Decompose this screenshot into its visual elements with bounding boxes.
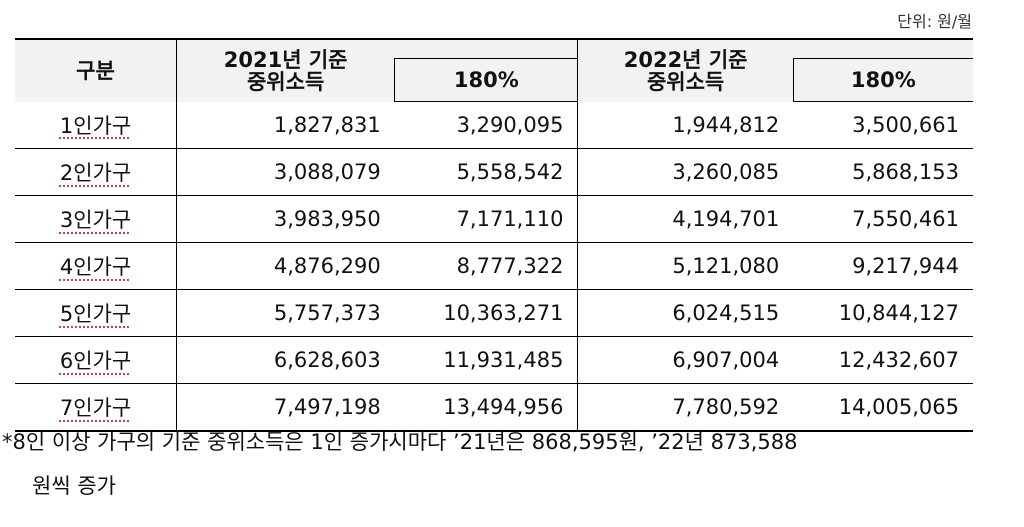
footnote: *8인 이상 가구의 기준 중위소득은 1인 증가시마다 ’21년은 868,5… xyxy=(2,420,797,508)
category-text: 5인가구 xyxy=(59,302,132,326)
footnote-line: 원씩 증가 xyxy=(32,474,116,498)
table-row: 1인가구 1,827,831 3,290,095 1,944,812 3,500,661 xyxy=(15,101,973,149)
value-cell: 1,944,812 xyxy=(577,101,794,149)
value-cell: 3,290,095 xyxy=(394,101,578,149)
value-cell: 3,088,079 xyxy=(175,148,395,196)
header-cell: 2021년 기준 중위소득 xyxy=(175,38,395,102)
value-cell: 4,194,701 xyxy=(577,195,794,243)
category-text: 6인가구 xyxy=(59,349,132,373)
value-cell: 7,497,198 xyxy=(175,383,395,432)
header-cell: 180% xyxy=(394,58,578,102)
table-row: 6인가구 6,628,603 11,931,485 6,907,004 12,432,6… xyxy=(15,336,973,384)
category-text: 7인가구 xyxy=(59,396,132,420)
value-cell: 5,868,153 xyxy=(793,148,973,196)
category-cell: 2인가구 xyxy=(15,148,177,196)
category-text: 4인가구 xyxy=(59,255,132,279)
table-row: 7인가구 7,497,198 13,494,956 7,780,592 14,005,0… xyxy=(15,383,973,432)
category-text: 1인가구 xyxy=(59,113,132,138)
table-row: 3인가구 3,983,950 7,171,110 4,194,701 7,550,461 xyxy=(15,195,973,243)
category-cell: 5인가구 xyxy=(15,289,177,337)
header-cell: 180% xyxy=(792,58,973,102)
unit-label: 단위: 원/월 xyxy=(897,12,972,31)
header-blank xyxy=(394,38,578,59)
footnote-line: *8인 이상 가구의 기준 중위소득은 1인 증가시마다 ’21년은 868,5… xyxy=(2,430,798,454)
table-row: 5인가구 5,757,373 10,363,271 6,024,515 10,844,1… xyxy=(15,289,973,337)
table-row: 2인가구 3,088,079 5,558,542 3,260,085 5,868,153 xyxy=(15,148,973,196)
category-text: 2인가구 xyxy=(59,161,132,185)
value-cell: 3,260,085 xyxy=(577,148,794,196)
value-cell: 3,500,661 xyxy=(793,101,973,149)
value-cell: 9,217,944 xyxy=(793,242,973,290)
category-cell: 3인가구 xyxy=(15,195,177,243)
table-row: 4인가구 4,876,290 8,777,322 5,121,080 9,217,944 xyxy=(15,242,973,290)
header-cell: 구분 xyxy=(15,38,177,102)
category-cell: 1인가구 xyxy=(15,101,177,149)
value-cell: 1,827,831 xyxy=(175,101,395,149)
value-cell: 4,876,290 xyxy=(175,242,395,290)
value-cell: 11,931,485 xyxy=(394,336,578,384)
header-cell: 2022년 기준 중위소득 xyxy=(577,38,794,102)
value-cell: 6,628,603 xyxy=(175,336,395,384)
value-cell: 13,494,956 xyxy=(394,383,578,432)
value-cell: 5,757,373 xyxy=(175,289,395,337)
header-blank xyxy=(793,38,973,59)
value-cell: 7,550,461 xyxy=(793,195,973,243)
income-table: 구분 2021년 기준 중위소득 2022년 기준 중위소득 180% 180%… xyxy=(15,38,973,432)
value-cell: 14,005,065 xyxy=(793,383,973,432)
value-cell: 6,024,515 xyxy=(577,289,794,337)
value-cell: 7,171,110 xyxy=(394,195,578,243)
value-cell: 10,363,271 xyxy=(394,289,578,337)
category-text: 3인가구 xyxy=(59,208,132,232)
value-cell: 12,432,607 xyxy=(793,336,973,384)
category-cell: 4인가구 xyxy=(15,242,177,290)
value-cell: 6,907,004 xyxy=(577,336,794,384)
table-body: 1인가구 1,827,831 3,290,095 1,944,812 3,500,661… xyxy=(15,101,973,432)
category-cell: 6인가구 xyxy=(15,336,177,384)
category-cell: 7인가구 xyxy=(15,383,177,432)
value-cell: 10,844,127 xyxy=(793,289,973,337)
value-cell: 5,121,080 xyxy=(577,242,794,290)
value-cell: 8,777,322 xyxy=(394,242,578,290)
value-cell: 5,558,542 xyxy=(394,148,578,196)
value-cell: 3,983,950 xyxy=(175,195,395,243)
value-cell: 7,780,592 xyxy=(577,383,794,432)
